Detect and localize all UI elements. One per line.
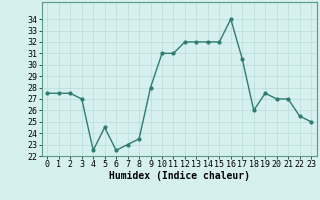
X-axis label: Humidex (Indice chaleur): Humidex (Indice chaleur) xyxy=(109,171,250,181)
